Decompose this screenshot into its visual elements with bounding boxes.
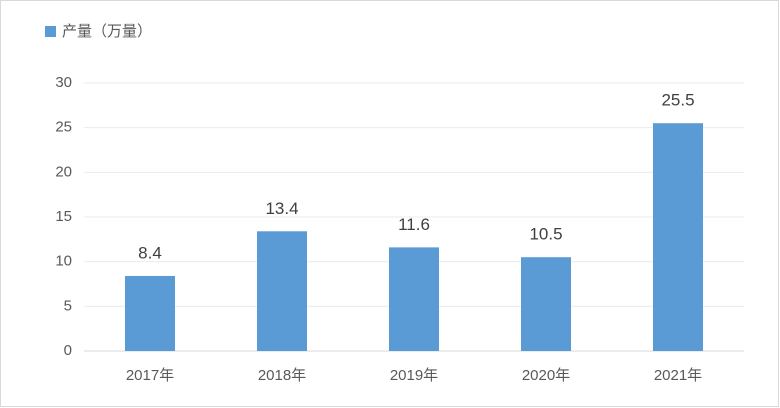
data-label: 25.5	[661, 91, 694, 110]
y-tick-label: 0	[64, 342, 72, 359]
bar	[389, 247, 439, 351]
x-tick-label: 2018年	[258, 367, 306, 384]
bar	[257, 231, 307, 351]
data-label: 8.4	[138, 243, 162, 262]
data-label: 11.6	[398, 215, 430, 234]
legend-swatch	[45, 26, 56, 37]
legend-label: 产量（万量）	[62, 23, 152, 40]
y-tick-label: 10	[55, 253, 72, 270]
y-tick-label: 5	[64, 297, 72, 314]
y-tick-label: 20	[55, 163, 72, 180]
x-tick-label: 2019年	[390, 367, 438, 384]
y-tick-label: 15	[55, 208, 72, 225]
bar	[653, 123, 703, 351]
data-label: 10.5	[529, 225, 562, 244]
bar	[125, 275, 175, 351]
y-tick-label: 30	[55, 74, 72, 91]
y-tick-label: 25	[55, 119, 72, 136]
data-label: 13.4	[265, 199, 298, 218]
x-tick-label: 2020年	[522, 367, 570, 384]
bar	[521, 257, 571, 351]
x-tick-label: 2021年	[654, 367, 702, 384]
x-tick-label: 2017年	[126, 367, 174, 384]
